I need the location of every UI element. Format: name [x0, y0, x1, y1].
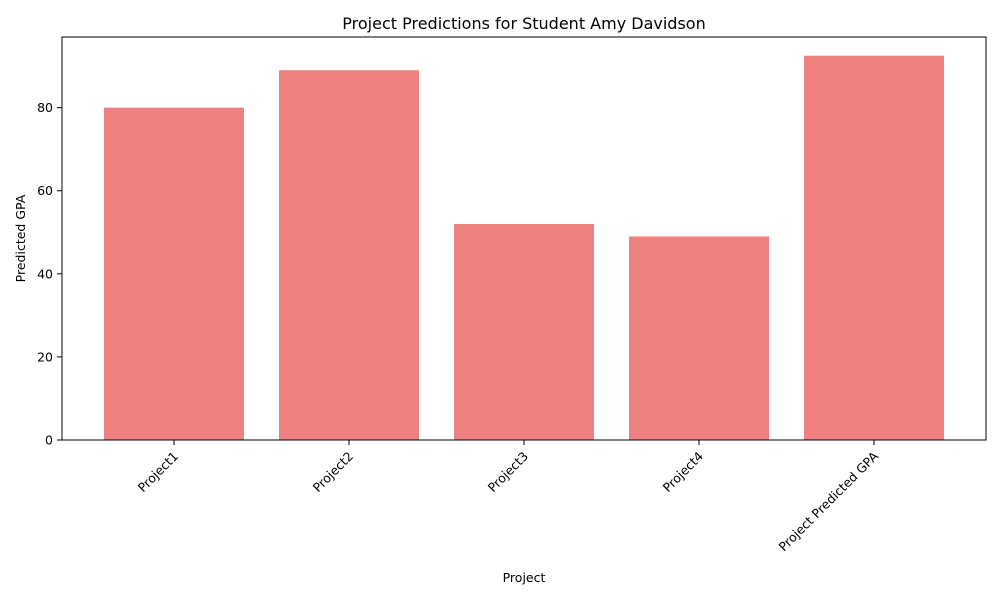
y-axis-label: Predicted GPA [13, 194, 28, 282]
y-tick-label: 40 [37, 266, 53, 281]
y-tick-label: 0 [45, 433, 53, 448]
bar-project1 [104, 107, 244, 440]
x-tick-label: Project Predicted GPA [775, 448, 881, 554]
y-tick-label: 60 [37, 183, 53, 198]
x-axis-label: Project [503, 570, 546, 585]
chart-title: Project Predictions for Student Amy Davi… [342, 14, 705, 33]
plot-frame [61, 36, 987, 441]
bar-project3 [454, 223, 594, 440]
bar-project2 [279, 70, 419, 440]
y-tick-label: 20 [37, 349, 53, 364]
bar-project-predicted-gpa [804, 55, 944, 441]
y-axis-ticks: 0 20 40 60 80 [37, 100, 62, 448]
x-tick-label: Project2 [310, 449, 356, 495]
x-tick-label: Project3 [485, 449, 531, 495]
x-tick-label: Project4 [660, 448, 707, 495]
y-tick-label: 80 [37, 100, 53, 115]
bars-group [104, 55, 944, 441]
bar-project4 [629, 236, 769, 440]
x-tick-label: Project1 [135, 449, 181, 495]
x-axis-ticks: Project1 Project2 Project3 Project4 Project … [135, 440, 881, 554]
